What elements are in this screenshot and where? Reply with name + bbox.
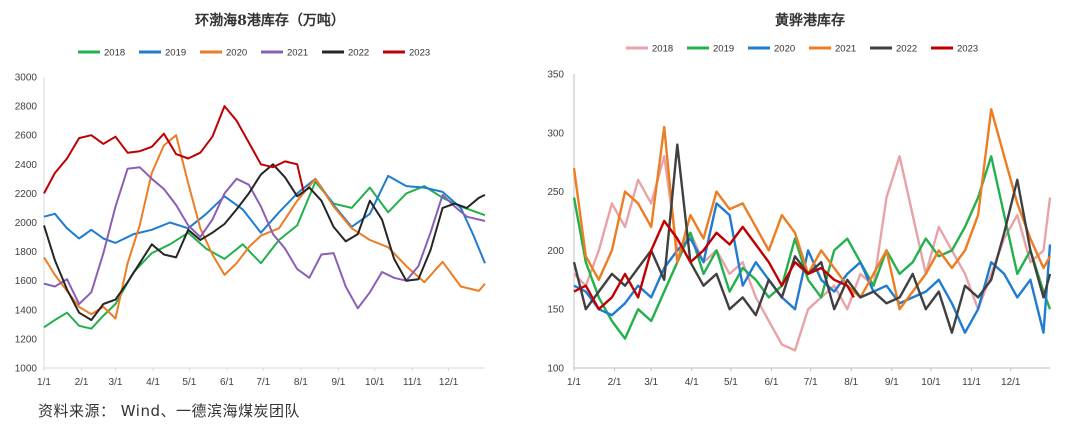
legend-label-2023: 2023: [957, 44, 978, 55]
y-tick-label: 1000: [15, 364, 38, 375]
x-tick-label: 1/1: [37, 377, 51, 388]
legend-label-2018: 2018: [104, 48, 125, 59]
x-tick-label: 9/1: [885, 377, 899, 388]
y-tick-label: 1400: [15, 305, 38, 316]
x-tick-label: 7/1: [256, 377, 270, 388]
y-tick-label: 3000: [15, 73, 38, 84]
x-tick-label: 6/1: [765, 377, 779, 388]
series-line-2020: [573, 202, 1052, 334]
y-tick-label: 1200: [15, 334, 38, 345]
legend-label-2020: 2020: [774, 44, 795, 55]
series-line-2019: [43, 174, 486, 264]
x-tick-label: 10/1: [921, 377, 941, 388]
y-tick-label: 350: [547, 70, 564, 81]
legend-label-2021: 2021: [287, 48, 308, 59]
x-tick-label: 12/1: [439, 377, 459, 388]
x-tick-label: 2/1: [608, 377, 622, 388]
legend-label-2019: 2019: [713, 44, 734, 55]
right-chart-panel: 黄骅港库存 100 150 200 250 300 350 1/1 2/1 3/1 4/1 5/1 6…: [540, 0, 1080, 400]
legend-label-2022: 2022: [896, 44, 917, 55]
series-line-2022: [43, 163, 486, 321]
x-tick-label: 5/1: [724, 377, 738, 388]
y-tick-label: 300: [547, 128, 564, 139]
chart-title: 环渤海8港库存（万吨）: [195, 13, 345, 29]
x-tick-label: 3/1: [109, 377, 123, 388]
y-tick-label: 150: [547, 305, 564, 316]
y-tick-label: 1600: [15, 276, 38, 287]
legend-label-2023: 2023: [409, 48, 430, 59]
chart-title: 黄骅港库存: [775, 13, 845, 29]
series-line-2023: [573, 219, 855, 311]
y-tick-label: 200: [547, 246, 564, 257]
x-tick-label: 3/1: [644, 377, 658, 388]
y-tick-label: 100: [547, 364, 564, 375]
legend-label-2022: 2022: [348, 48, 369, 59]
x-tick-label: 4/1: [146, 377, 160, 388]
x-tick-label: 1/1: [567, 377, 581, 388]
series-line-2022: [572, 143, 1052, 334]
series-line-2018: [573, 155, 1052, 352]
x-tick-label: 7/1: [804, 377, 818, 388]
legend-label-2020: 2020: [226, 48, 247, 59]
series-line-2023: [43, 105, 305, 194]
left-chart-svg: 1000 1200 1400 1600 1800 2000 2200 2400 2600 2800…: [15, 48, 486, 388]
legend-label-2018: 2018: [652, 44, 673, 55]
x-tick-label: 9/1: [331, 377, 345, 388]
x-tick-label: 10/1: [365, 377, 385, 388]
legend-label-2021: 2021: [835, 44, 856, 55]
x-tick-label: 2/1: [75, 377, 89, 388]
series-line-2021: [572, 108, 1052, 311]
x-tick-label: 11/1: [962, 377, 981, 388]
series-line-2018: [43, 180, 486, 330]
y-tick-label: 2200: [15, 189, 38, 200]
x-tick-label: 5/1: [182, 377, 196, 388]
y-tick-label: 2000: [15, 218, 38, 229]
y-tick-label: 2400: [15, 160, 38, 171]
x-tick-label: 8/1: [294, 377, 308, 388]
x-tick-label: 12/1: [1001, 377, 1021, 388]
x-tick-label: 8/1: [844, 377, 858, 388]
series-line-2019: [572, 155, 1052, 340]
legend-label-2019: 2019: [165, 48, 186, 59]
y-tick-label: 2600: [15, 131, 38, 142]
y-tick-label: 1800: [15, 247, 38, 258]
left-chart-panel: 环渤海8港库存（万吨） 1000 1200 1400 1600 1800 2000 2200…: [0, 0, 540, 400]
x-tick-label: 11/1: [403, 377, 422, 388]
x-tick-label: 6/1: [220, 377, 234, 388]
y-tick-label: 2800: [15, 102, 38, 113]
source-note: 资料来源： Wind、一德滨海煤炭团队: [38, 402, 300, 420]
right-chart-svg: 100 150 200 250 300 350 1/1 2/1 3/1 4/1 5/1 6/1 7/1 8…: [547, 44, 1052, 388]
x-tick-label: 4/1: [685, 377, 699, 388]
y-tick-label: 250: [547, 187, 564, 198]
series-line-2020: [43, 134, 486, 320]
